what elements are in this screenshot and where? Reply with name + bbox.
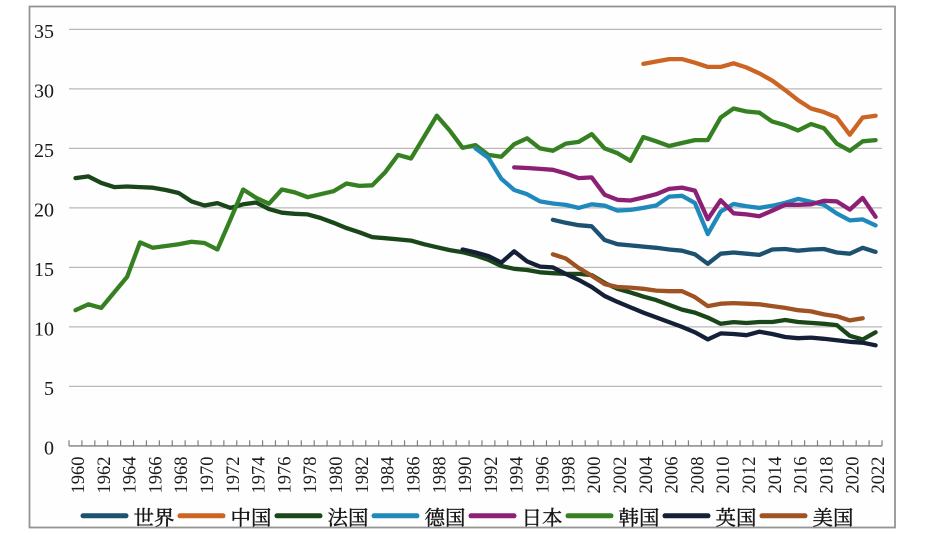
svg-text:20: 20 <box>34 200 54 222</box>
svg-text:1998: 1998 <box>559 457 579 494</box>
svg-text:25: 25 <box>34 140 54 162</box>
svg-text:1964: 1964 <box>121 457 141 494</box>
svg-text:2010: 2010 <box>714 457 734 494</box>
svg-text:1990: 1990 <box>456 457 476 494</box>
svg-text:1962: 1962 <box>95 457 115 494</box>
svg-text:2016: 2016 <box>792 457 812 494</box>
svg-text:1988: 1988 <box>430 457 450 494</box>
svg-text:5: 5 <box>44 378 54 400</box>
svg-text:1992: 1992 <box>482 457 502 494</box>
svg-text:2004: 2004 <box>637 457 657 494</box>
svg-text:2018: 2018 <box>817 457 837 494</box>
svg-text:35: 35 <box>34 21 54 43</box>
svg-text:1970: 1970 <box>198 457 218 494</box>
svg-text:1974: 1974 <box>250 457 270 494</box>
svg-text:10: 10 <box>34 319 54 341</box>
svg-text:2000: 2000 <box>585 457 605 494</box>
svg-text:2020: 2020 <box>843 457 863 494</box>
svg-text:1960: 1960 <box>69 457 89 494</box>
svg-text:1994: 1994 <box>508 457 528 494</box>
svg-text:1976: 1976 <box>275 457 295 494</box>
svg-text:1986: 1986 <box>405 457 425 494</box>
svg-text:1978: 1978 <box>301 457 321 494</box>
svg-text:2002: 2002 <box>611 457 631 494</box>
svg-text:0: 0 <box>44 438 54 460</box>
svg-text:15: 15 <box>34 259 54 281</box>
svg-text:2006: 2006 <box>663 457 683 494</box>
svg-text:1968: 1968 <box>172 457 192 494</box>
svg-text:30: 30 <box>34 81 54 103</box>
svg-text:2012: 2012 <box>740 457 760 494</box>
svg-text:1982: 1982 <box>353 457 373 494</box>
svg-text:2014: 2014 <box>766 457 786 494</box>
svg-text:1966: 1966 <box>146 457 166 494</box>
svg-text:1972: 1972 <box>224 457 244 494</box>
svg-text:1996: 1996 <box>534 457 554 494</box>
svg-text:1984: 1984 <box>379 457 399 494</box>
svg-text:2022: 2022 <box>869 457 889 494</box>
svg-text:2008: 2008 <box>688 457 708 494</box>
svg-text:1980: 1980 <box>327 457 347 494</box>
